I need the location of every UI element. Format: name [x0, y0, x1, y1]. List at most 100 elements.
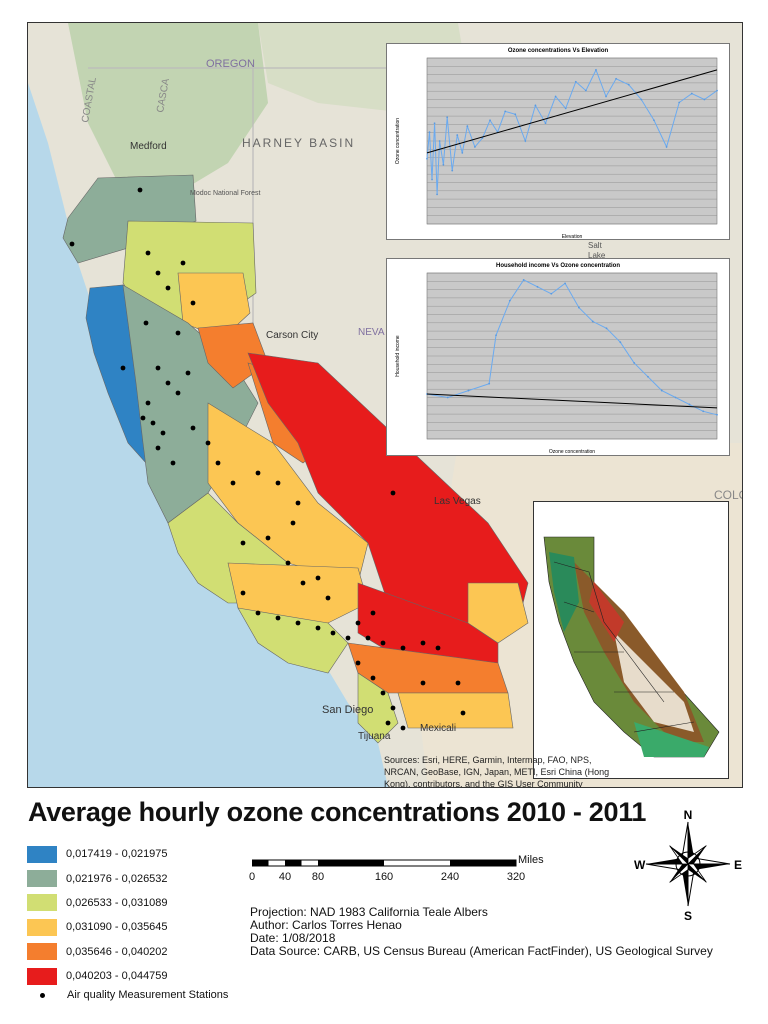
series-point: [504, 110, 507, 113]
label-oregon: OREGON: [206, 58, 255, 70]
station-dot: [385, 720, 391, 726]
legend-label: 0,026533 - 0,031089: [66, 896, 168, 909]
series-point: [534, 104, 537, 107]
series-point: [514, 113, 517, 116]
series-point: [446, 396, 449, 399]
x-axis-label: Elevation: [562, 234, 583, 239]
series-line: [426, 68, 718, 195]
inset-county-lines: [553, 561, 695, 733]
station-dot: [295, 500, 301, 506]
compass-s: S: [684, 909, 692, 923]
series-point: [428, 131, 431, 134]
station-dot: [150, 420, 156, 426]
station-dot: [315, 575, 321, 581]
series-point: [495, 334, 497, 337]
legend-row: 0,026533 - 0,031089: [27, 891, 168, 915]
station-dot: [365, 635, 371, 641]
station-dot: [285, 560, 291, 566]
station-dot: [160, 430, 166, 436]
income-chart-title: Household income Vs Ozone concentration: [495, 263, 621, 269]
legend-label: 0,031090 - 0,035645: [66, 921, 168, 934]
series-point: [438, 140, 441, 142]
station-dot: [165, 380, 171, 386]
station-dot: [69, 241, 75, 247]
series-point: [489, 119, 491, 122]
legend-swatch: [27, 918, 57, 936]
legend-row: 0,021976 - 0,026532: [27, 866, 168, 890]
place-labels: OREGON HARNEY BASIN Medford Carson City …: [80, 58, 742, 742]
station-dot: [145, 400, 151, 406]
series-point: [446, 116, 449, 119]
income-chart[interactable]: Household income Vs Ozone concentration …: [386, 258, 730, 456]
legend-row: 0,031090 - 0,035645: [27, 915, 168, 939]
station-dot: [380, 690, 386, 696]
series-point: [665, 146, 668, 148]
series-point: [456, 134, 459, 136]
series-point: [627, 83, 630, 86]
station-dot: [330, 630, 336, 636]
station-dot: [400, 645, 406, 651]
series-point: [605, 327, 608, 330]
series-point: [474, 146, 476, 148]
legend-swatch: [27, 967, 57, 985]
legend-swatch: [27, 870, 57, 888]
station-dot: [460, 710, 466, 716]
series-point: [564, 107, 567, 110]
legend-row: 0,017419 - 0,021975: [27, 842, 168, 866]
map-frame[interactable]: OREGON HARNEY BASIN Medford Carson City …: [27, 22, 743, 788]
county-north-west: [62, 174, 197, 264]
forest-area: [68, 23, 268, 193]
legend-label: 0,021976 - 0,026532: [66, 872, 168, 885]
series-point: [595, 68, 597, 71]
station-dot: [295, 620, 301, 626]
inset-terrain-map[interactable]: [533, 501, 729, 779]
series-point: [508, 299, 511, 302]
attribution-text: Sources: Esri, HERE, Garmin, Intermap, F…: [384, 755, 610, 788]
label-lake: Lake: [588, 251, 606, 260]
series-point: [702, 410, 705, 413]
label-color: COLOR: [714, 488, 742, 502]
inset-terrain-red: [589, 582, 624, 642]
author-text: Author: Carlos Torres Henao: [250, 918, 402, 932]
station-dot: [155, 270, 161, 276]
income-chart-plot: Ozone concentration Household income: [395, 272, 718, 455]
station-dot: [390, 705, 396, 711]
inset-terrain-green: [549, 552, 579, 632]
county-san-diego: [357, 672, 399, 744]
station-dot: [370, 610, 376, 616]
series-point: [536, 285, 539, 288]
source-text: Data Source: CARB, US Census Bureau (Ame…: [250, 944, 713, 958]
station-dot: [215, 460, 221, 466]
station-dot: [380, 640, 386, 646]
series-point: [716, 89, 718, 92]
station-dot: [420, 680, 426, 686]
label-nevada: NEVA: [358, 327, 385, 338]
compass-rose-icon: N S W E: [630, 808, 746, 924]
station-dot: [155, 365, 161, 371]
station-dot: [275, 480, 281, 486]
series-point: [591, 320, 594, 323]
label-salt: Salt: [588, 241, 603, 250]
inset-terrain-svg: [543, 536, 720, 758]
series-point: [605, 95, 607, 98]
scale-tick: 0: [248, 871, 256, 883]
station-layer[interactable]: [69, 187, 466, 731]
series-point: [633, 362, 636, 364]
elevation-chart[interactable]: Ozone concentrations Vs Elevation Elevat…: [386, 43, 730, 240]
label-carson-city: Carson City: [266, 330, 318, 341]
county-imperial: [397, 692, 514, 729]
scale-bar-graphic: [252, 859, 517, 867]
series-point: [578, 306, 580, 309]
station-dot: [175, 330, 181, 336]
series-point: [640, 98, 643, 101]
station-dot: [420, 640, 426, 646]
compass-w: W: [634, 858, 646, 872]
series-point: [688, 403, 691, 406]
station-dot: [185, 370, 191, 376]
county-east-yellow: [467, 582, 529, 644]
station-dot: [240, 540, 246, 546]
series-point: [678, 101, 681, 104]
page-title: Average hourly ozone concentrations 2010…: [28, 797, 647, 827]
compass-n: N: [684, 808, 693, 822]
county-layer[interactable]: [62, 174, 529, 744]
